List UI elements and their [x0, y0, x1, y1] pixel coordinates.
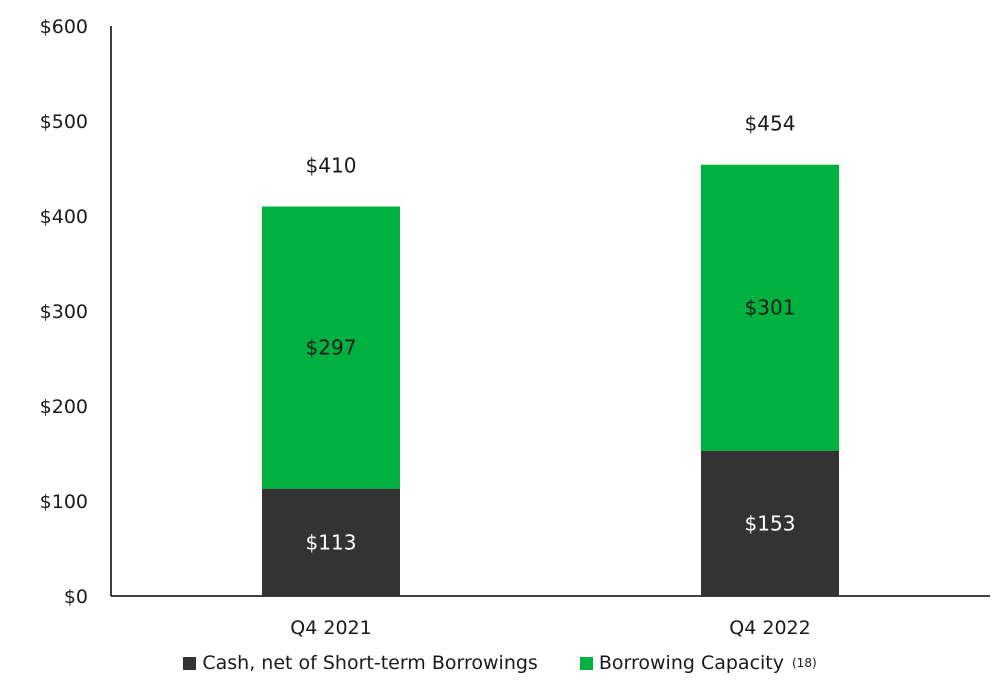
- stacked-bar-chart: $0$100$200$300$400$500$600 $113$297$410$…: [40, 16, 990, 639]
- category-label: Q4 2022: [729, 617, 810, 639]
- bar-segment: [701, 450, 839, 596]
- y-tick-label: $500: [40, 111, 88, 133]
- y-tick-label: $300: [40, 301, 88, 323]
- legend-swatch-cash: [183, 656, 197, 670]
- legend-item-cash: Cash, net of Short-term Borrowings: [183, 652, 538, 674]
- y-tick-label: $100: [40, 491, 88, 513]
- data-label: $297: [306, 336, 357, 360]
- legend-item-borrowing-capacity: Borrowing Capacity (18): [579, 652, 817, 674]
- y-tick-label: $0: [64, 586, 88, 608]
- legend-label-cash: Cash, net of Short-term Borrowings: [202, 652, 538, 674]
- data-label: $301: [745, 296, 796, 320]
- y-tick-label: $600: [40, 16, 88, 38]
- category-labels: Q4 2021 Q4 2022: [290, 617, 810, 639]
- y-tick-label: $400: [40, 206, 88, 228]
- legend-label-borrowing-capacity: Borrowing Capacity: [598, 652, 784, 674]
- category-label: Q4 2021: [290, 617, 371, 639]
- data-label: $153: [745, 511, 796, 535]
- data-label: $113: [306, 530, 357, 554]
- bar-segment: [262, 488, 400, 596]
- total-label: $410: [306, 154, 357, 178]
- y-tick-label: $200: [40, 396, 88, 418]
- total-label: $454: [745, 112, 796, 136]
- legend: Cash, net of Short-term Borrowings Borro…: [0, 652, 1000, 674]
- bar-segment: [701, 164, 839, 451]
- y-tick-labels: $0 $100 $200 $300 $400 $500 $600: [40, 16, 88, 608]
- legend-swatch-borrowing-capacity: [579, 656, 593, 670]
- bars: $113 $297 $410 $153 $301 $454: [262, 112, 839, 596]
- bar-segment: [262, 206, 400, 489]
- footnote-marker: (18): [792, 656, 817, 670]
